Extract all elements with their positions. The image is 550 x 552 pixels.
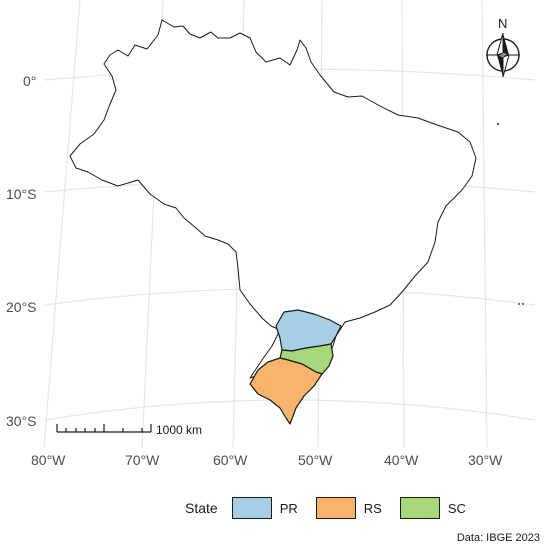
scale-bar <box>56 424 152 433</box>
north-arrow-icon: N <box>486 16 520 78</box>
island <box>518 303 520 305</box>
legend-label-sc: SC <box>447 500 466 516</box>
lon-label-80w: 80°W <box>31 452 66 468</box>
lon-label-50w: 50°W <box>298 452 333 468</box>
lon-label-40w: 40°W <box>384 452 419 468</box>
legend-item-sc: SC <box>399 497 466 519</box>
legend-swatch-sc <box>399 497 440 519</box>
graticule-lon-80w <box>43 0 81 449</box>
lon-label-70w: 70°W <box>125 452 160 468</box>
legend: State PR RS SC <box>185 497 484 519</box>
north-arrow-label: N <box>498 16 507 31</box>
scale-bar-label: 1000 km <box>156 423 202 437</box>
island <box>522 303 524 305</box>
island <box>497 123 499 125</box>
state-rs[interactable] <box>249 357 323 425</box>
graticule-lon-30w <box>481 0 488 449</box>
lon-label-30w: 30°W <box>468 452 503 468</box>
legend-label-pr: PR <box>279 500 298 516</box>
legend-title: State <box>185 500 218 516</box>
legend-swatch-pr <box>231 497 272 519</box>
lat-label-0: 0° <box>23 73 36 89</box>
legend-item-rs: RS <box>315 497 382 519</box>
data-source-caption: Data: IBGE 2023 <box>456 532 540 544</box>
lon-label-60w: 60°W <box>213 452 248 468</box>
lat-label-10s: 10°S <box>6 186 37 202</box>
brazil-outline <box>69 19 477 401</box>
lat-label-20s: 20°S <box>6 299 37 315</box>
lat-label-30s: 30°S <box>6 413 37 429</box>
legend-swatch-rs <box>315 497 356 519</box>
legend-item-pr: PR <box>231 497 298 519</box>
legend-label-rs: RS <box>363 500 382 516</box>
